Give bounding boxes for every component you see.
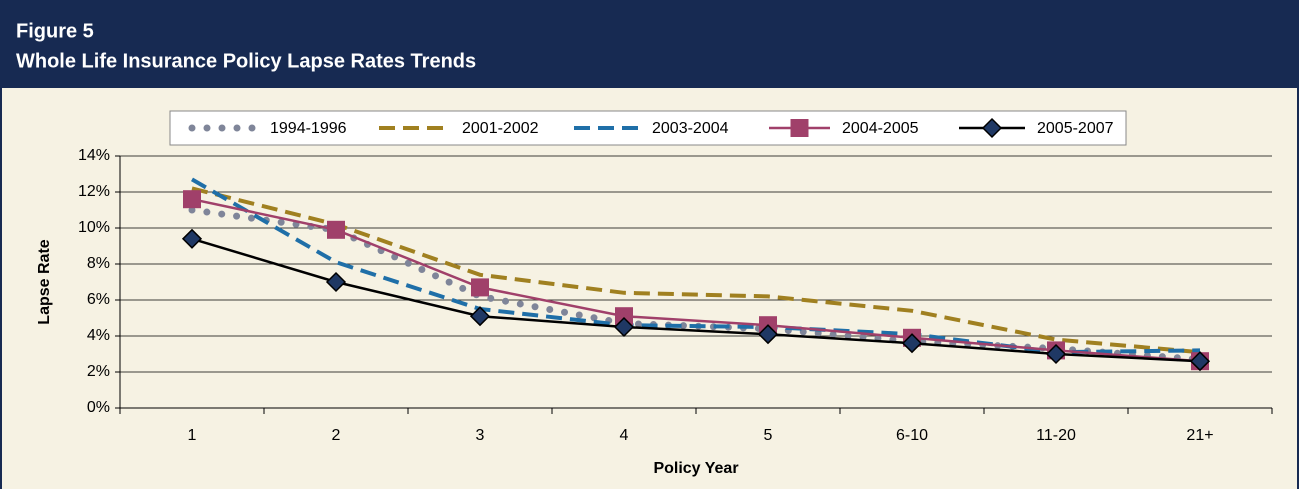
- y-tick-label: 4%: [87, 327, 110, 344]
- y-tick-label: 10%: [78, 219, 110, 236]
- y-tick-label: 8%: [87, 255, 110, 272]
- series-marker: [181, 228, 203, 249]
- series-marker: [901, 333, 923, 354]
- legend-label: 2003-2004: [652, 120, 729, 137]
- x-tick-label: 5: [764, 427, 773, 444]
- series-line: [191, 197, 1201, 363]
- series-marker: [471, 278, 489, 297]
- legend-label: 1994-1996: [270, 120, 347, 137]
- y-tick-label: 2%: [87, 363, 110, 380]
- series-marker: [615, 307, 633, 326]
- series-marker: [183, 190, 201, 209]
- y-tick-label: 14%: [78, 147, 110, 164]
- series-marker: [1045, 343, 1067, 365]
- x-axis-label: Policy Year: [653, 460, 738, 477]
- x-tick-label: 1: [188, 427, 197, 444]
- y-tick-label: 12%: [78, 183, 110, 200]
- x-tick-label: 11-20: [1036, 427, 1076, 444]
- x-tick-label: 21+: [1186, 427, 1213, 444]
- series-marker: [327, 220, 345, 239]
- series-marker: [757, 324, 779, 345]
- legend-label: 2004-2005: [842, 120, 919, 137]
- y-axis-label: Lapse Rate: [36, 239, 53, 324]
- x-tick-label: 2: [332, 427, 341, 444]
- legend-marker: [981, 117, 1003, 139]
- header: [0, 0, 1299, 88]
- legend-label: 2005-2007: [1037, 120, 1114, 137]
- x-tick-label: 4: [620, 427, 629, 444]
- y-tick-label: 6%: [87, 291, 110, 308]
- x-tick-label: 6-10: [896, 427, 928, 444]
- series-line: [191, 186, 1201, 355]
- series-marker: [469, 306, 491, 327]
- series-marker: [1189, 351, 1211, 372]
- series-marker: [325, 271, 347, 293]
- series-marker: [613, 316, 635, 338]
- series-line: [191, 237, 1201, 363]
- legend-label: 2001-2002: [462, 120, 539, 137]
- figure-label: Figure 5: [16, 20, 94, 42]
- chart-title: Whole Life Insurance Policy Lapse Rates …: [16, 50, 476, 72]
- legend-marker: [790, 119, 809, 137]
- x-tick-label: 3: [476, 427, 485, 444]
- y-tick-label: 0%: [87, 399, 110, 416]
